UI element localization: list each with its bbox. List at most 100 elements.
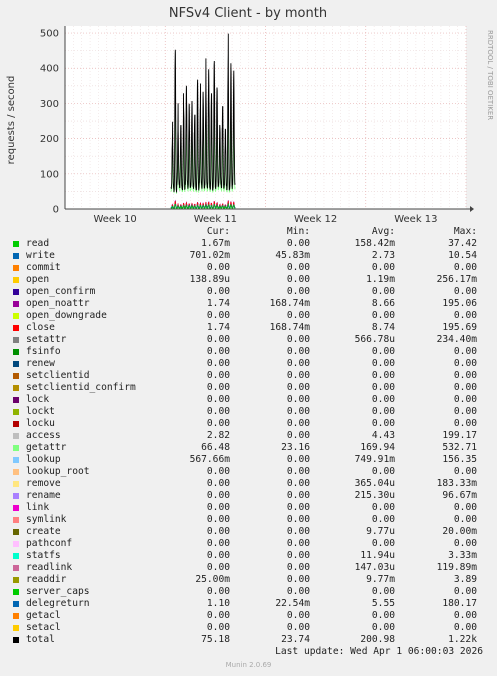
legend-max: 0.00 (453, 586, 477, 597)
legend-swatch (13, 541, 19, 547)
legend-name: setclientid_confirm (26, 382, 136, 393)
legend-max: 195.06 (442, 298, 477, 309)
legend-cur: 0.00 (206, 538, 230, 549)
y-tick-label: 100 (40, 169, 59, 180)
legend-cur: 0.00 (206, 358, 230, 369)
legend-row-lock: lock 0.00 0.00 0.00 0.00 (0, 394, 497, 406)
y-tick-label: 0 (53, 205, 59, 216)
legend-name: pathconf (26, 538, 73, 549)
legend-cur: 0.00 (206, 418, 230, 429)
legend-swatch (13, 493, 19, 499)
legend-max: 0.00 (453, 622, 477, 633)
legend-row-fsinfo: fsinfo 0.00 0.00 0.00 0.00 (0, 346, 497, 358)
grid (64, 26, 467, 209)
legend-max: 119.89m (436, 562, 477, 573)
legend-avg: 169.94 (360, 442, 395, 453)
legend-cur: 0.00 (206, 502, 230, 513)
legend-swatch (13, 277, 19, 283)
legend-swatch (13, 517, 19, 523)
legend-name: readdir (26, 574, 67, 585)
legend-min: 0.00 (286, 286, 310, 297)
legend-avg: 0.00 (371, 514, 395, 525)
legend-name: link (26, 502, 50, 513)
legend-swatch (13, 337, 19, 343)
legend-name: lookup_root (26, 466, 90, 477)
legend-avg: 215.30u (354, 490, 395, 501)
y-ticks: 0 100 200 300 400 500 (40, 29, 59, 216)
legend-swatch (13, 409, 19, 415)
legend-swatch (13, 289, 19, 295)
legend-cur: 0.00 (206, 310, 230, 321)
legend-swatch (13, 505, 19, 511)
legend-min: 23.74 (281, 634, 310, 645)
legend-avg: 2.73 (371, 250, 395, 261)
legend-max: 0.00 (453, 358, 477, 369)
legend-max: 10.54 (448, 250, 477, 261)
legend-avg: 0.00 (371, 310, 395, 321)
legend-avg: 0.00 (371, 406, 395, 417)
legend-row-lockt: lockt 0.00 0.00 0.00 0.00 (0, 406, 497, 418)
legend-min: 0.00 (286, 562, 310, 573)
legend-cur: 0.00 (206, 382, 230, 393)
legend-cur: 0.00 (206, 478, 230, 489)
legend-swatch (13, 397, 19, 403)
munin-version: Munin 2.0.69 (225, 661, 272, 669)
legend-max: 0.00 (453, 346, 477, 357)
legend-avg: 749.91m (354, 454, 395, 465)
legend-swatch (13, 265, 19, 271)
legend-row-statfs: statfs 0.00 0.00 11.94u 3.33m (0, 550, 497, 562)
legend-avg: 0.00 (371, 622, 395, 633)
legend-max: 3.33m (448, 550, 477, 561)
legend-max: 183.33m (436, 478, 477, 489)
legend-name: commit (26, 262, 61, 273)
legend-swatch (13, 385, 19, 391)
legend-max: 0.00 (453, 514, 477, 525)
legend-max: 0.00 (453, 262, 477, 273)
legend-avg: 0.00 (371, 586, 395, 597)
legend-swatch (13, 253, 19, 259)
x-ticks: Week 10 Week 11 Week 12 Week 13 (93, 214, 437, 225)
legend-min: 168.74m (269, 298, 310, 309)
legend-cur: 0.00 (206, 370, 230, 381)
header-min: Min: (286, 226, 310, 237)
legend-cur: 0.00 (206, 466, 230, 477)
legend-name: renew (26, 358, 55, 369)
legend-name: open (26, 274, 50, 285)
header-cur: Cur: (206, 226, 230, 237)
legend-max: 0.00 (453, 466, 477, 477)
legend-min: 0.00 (286, 406, 310, 417)
legend-row-setacl: setacl 0.00 0.00 0.00 0.00 (0, 622, 497, 634)
legend-min: 0.00 (286, 262, 310, 273)
legend-max: 0.00 (453, 406, 477, 417)
legend-row-read: read 1.67m 0.00 158.42m 37.42 (0, 238, 497, 250)
legend-cur: 138.89u (189, 274, 230, 285)
legend-swatch (13, 349, 19, 355)
legend-swatch (13, 421, 19, 427)
legend-row-open-noattr: open_noattr 1.74 168.74m 8.66 195.06 (0, 298, 497, 310)
legend-swatch (13, 565, 19, 571)
legend-min: 0.00 (286, 466, 310, 477)
y-tick-label: 300 (40, 99, 59, 110)
last-update: Last update: Wed Apr 1 06:00:03 2026 (275, 646, 483, 657)
legend-min: 0.00 (286, 334, 310, 345)
chart-title: NFSv4 Client - by month (169, 6, 327, 21)
legend-max: 0.00 (453, 418, 477, 429)
legend-swatch (13, 601, 19, 607)
legend-swatch (13, 313, 19, 319)
legend-min: 0.00 (286, 478, 310, 489)
legend-max: 37.42 (448, 238, 477, 249)
legend-swatch (13, 625, 19, 631)
side-label: RRDTOOL / TOBI OETIKER (486, 30, 494, 120)
legend-max: 0.00 (453, 610, 477, 621)
legend-name: fsinfo (26, 346, 61, 357)
legend-max: 0.00 (453, 286, 477, 297)
x-tick-label: Week 11 (194, 214, 237, 225)
legend-swatch (13, 325, 19, 331)
legend-cur: 0.00 (206, 346, 230, 357)
legend-cur: 1.74 (206, 298, 230, 309)
legend-name: getacl (26, 610, 61, 621)
legend-name: open_confirm (26, 286, 96, 297)
legend-row-pathconf: pathconf 0.00 0.00 0.00 0.00 (0, 538, 497, 550)
x-axis-arrow (470, 206, 474, 212)
legend-name: create (26, 526, 61, 537)
